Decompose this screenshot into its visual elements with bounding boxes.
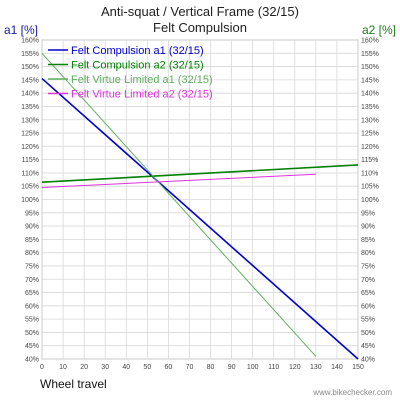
y2-tick-label: 60% xyxy=(361,303,375,310)
series-line-1 xyxy=(41,77,359,360)
y1-tick-label: 120% xyxy=(21,144,39,151)
x-tick-label: 140 xyxy=(331,364,343,371)
watermark: www.bikechecker.com xyxy=(312,388,392,397)
y2-tick-label: 40% xyxy=(361,357,375,364)
chart-title: Anti-squat / Vertical Frame (32/15) xyxy=(101,4,299,19)
y1-tick-label: 125% xyxy=(21,131,39,138)
y2-tick-label: 120% xyxy=(361,144,379,151)
y2-tick-label: 140% xyxy=(361,91,379,98)
x-tick-label: 130 xyxy=(310,364,322,371)
x-tick-label: 40 xyxy=(122,364,130,371)
y2-tick-label: 65% xyxy=(361,290,375,297)
y2-tick-label: 50% xyxy=(361,330,375,337)
y2-tick-label: 115% xyxy=(361,157,378,164)
y2-tick-label: 95% xyxy=(361,210,375,217)
y1-tick-label: 145% xyxy=(21,77,39,84)
y1-tick-label: 100% xyxy=(21,197,39,204)
y2-tick-label: 160% xyxy=(361,38,379,45)
y1-tick-label: 40% xyxy=(25,357,39,364)
y2-tick-label: 90% xyxy=(361,224,375,231)
y1-tick-label: 50% xyxy=(25,330,39,337)
y1-tick-label: 160% xyxy=(21,38,39,45)
y1-tick-label: 65% xyxy=(25,290,39,297)
y2-tick-label: 125% xyxy=(361,131,379,138)
y1-tick-label: 150% xyxy=(21,64,39,71)
x-tick-label: 50 xyxy=(143,364,151,371)
y1-tick-label: 155% xyxy=(21,51,39,58)
x-tick-label: 20 xyxy=(80,364,88,371)
legend: Felt Compulsion a1 (32/15) Felt Compulsio… xyxy=(48,45,213,101)
series-lines xyxy=(41,52,359,360)
x-tick-label: 110 xyxy=(268,364,279,371)
y2-tick-label: 70% xyxy=(361,277,375,284)
y2-tick-label: 155% xyxy=(361,51,379,58)
y1-tick-label: 70% xyxy=(25,277,39,284)
x-tick-label: 90 xyxy=(228,364,236,371)
legend-label: Felt Virtue Limited a1 (32/15) xyxy=(71,74,213,86)
y2-tick-label: 100% xyxy=(361,197,379,204)
x-tick-label: 100 xyxy=(247,364,259,371)
y1-tick-label: 130% xyxy=(21,117,39,124)
chart-subtitle: Felt Compulsion xyxy=(153,20,247,35)
y2-tick-label: 110% xyxy=(361,170,378,177)
y1-tick-label: 75% xyxy=(25,263,39,270)
legend-label: Felt Compulsion a1 (32/15) xyxy=(71,45,204,57)
y1-tick-label: 110% xyxy=(22,170,39,177)
y1-tick-label: 85% xyxy=(25,237,39,244)
y1-axis-label: a1 [%] xyxy=(4,23,38,37)
y1-tick-label: 135% xyxy=(21,104,39,111)
y1-tick-label: 90% xyxy=(25,224,39,231)
x-tick-label: 80 xyxy=(207,364,215,371)
x-tick-label: 70 xyxy=(186,364,194,371)
y2-axis-label: a2 [%] xyxy=(362,23,396,37)
legend-label: Felt Virtue Limited a2 (32/15) xyxy=(71,89,213,101)
y1-tick-label: 95% xyxy=(25,210,39,217)
y2-tick-label: 130% xyxy=(361,117,379,124)
y1-tick-label: 55% xyxy=(25,317,39,324)
y2-tick-label: 85% xyxy=(361,237,375,244)
x-tick-label: 0 xyxy=(40,364,44,371)
x-axis-label: Wheel travel xyxy=(40,377,107,391)
y1-tick-label: 140% xyxy=(21,91,39,98)
y1-tick-label: 60% xyxy=(25,303,39,310)
y2-tick-label: 150% xyxy=(361,64,379,71)
y1-tick-label: 80% xyxy=(25,250,39,257)
y2-tick-label: 75% xyxy=(361,263,375,270)
grid xyxy=(41,39,359,360)
y1-tick-label: 115% xyxy=(22,157,39,164)
y2-tick-label: 45% xyxy=(361,343,375,350)
x-tick-label: 60 xyxy=(165,364,173,371)
x-tick-label: 30 xyxy=(101,364,109,371)
x-tick-label: 120 xyxy=(289,364,301,371)
y2-tick-label: 135% xyxy=(361,104,379,111)
legend-label: Felt Compulsion a2 (32/15) xyxy=(71,60,204,72)
tick-labels: 0 10 20 30 40 50 60 70 80 90 100 110 120 130 140 15040%… xyxy=(21,38,379,372)
y2-tick-label: 145% xyxy=(361,77,379,84)
series-line-2 xyxy=(41,164,359,184)
y1-tick-label: 105% xyxy=(21,184,39,191)
y2-tick-label: 80% xyxy=(361,250,375,257)
y2-tick-label: 55% xyxy=(361,317,375,324)
y2-tick-label: 105% xyxy=(361,184,379,191)
x-tick-label: 150 xyxy=(352,364,364,371)
series-line-4 xyxy=(41,173,316,189)
series-line-3 xyxy=(41,52,317,357)
y1-tick-label: 45% xyxy=(25,343,39,350)
x-tick-label: 10 xyxy=(59,364,67,371)
